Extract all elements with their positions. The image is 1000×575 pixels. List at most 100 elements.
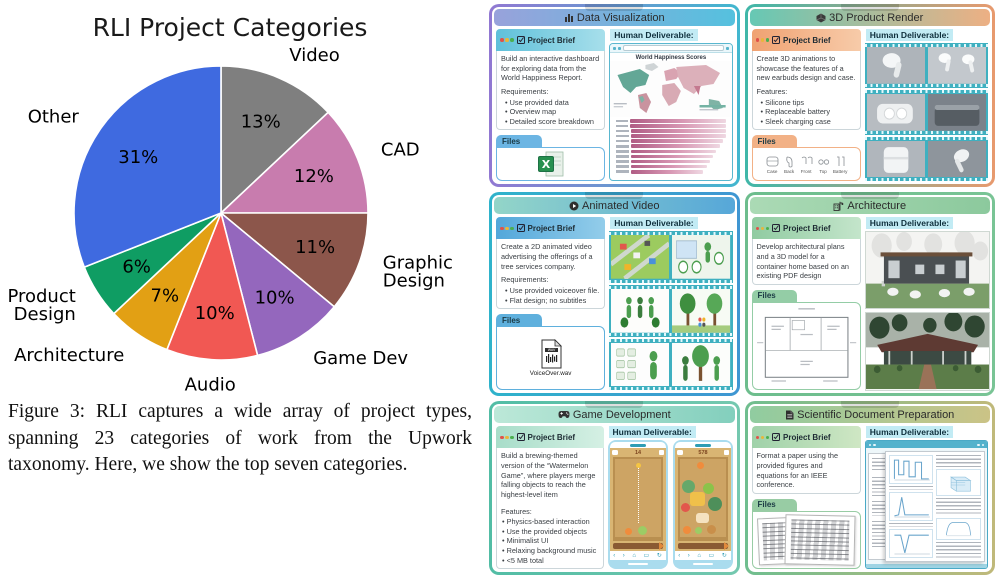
brief-title: Project Brief (527, 432, 576, 442)
brief-text: Build a brewing-themed version of the “W… (501, 451, 596, 499)
game-screenshot-late: 578 (672, 440, 733, 570)
house-photo-render (864, 312, 990, 391)
pause-button (658, 450, 664, 456)
brief-title: Project Brief (783, 35, 831, 45)
score-bar-row (616, 159, 725, 164)
brief-item: Use provided voiceover file. (505, 286, 600, 296)
cube-icon (816, 13, 826, 23)
card-data-visualization: Data Visualization Project Brief Build a… (489, 4, 740, 188)
film-strip-row (864, 89, 989, 135)
checklist-icon (516, 31, 525, 49)
card-3d-product-render: 3D Product Render Project Brief Create 3… (744, 4, 995, 188)
deliverable-formatted-paper (864, 440, 988, 570)
checklist-icon (772, 219, 780, 237)
curve-chart-thumb (936, 518, 981, 540)
card-tab-notch (840, 4, 899, 11)
project-brief: Project Brief Format a paper using the p… (751, 426, 861, 494)
building-icon (833, 201, 844, 211)
score-bar-row (616, 119, 726, 123)
film-strip-row (864, 136, 989, 182)
render-frame (866, 140, 925, 178)
sketch-case-icon: Case (765, 155, 780, 174)
wav-file-name: VoiceOver.wav (529, 370, 572, 378)
brief-text: Build an interactive dashboard for explo… (501, 54, 600, 83)
files-folder: Files (751, 289, 861, 391)
human-deliverable-label: Human Deliverable: (608, 426, 696, 439)
brief-item: <5 MB total (502, 556, 599, 566)
score-bar-row (616, 154, 725, 159)
figure-caption: Figure 3: RLI captures a wide array of p… (8, 401, 472, 476)
line-chart-thumb (889, 454, 934, 484)
traffic-dots-icon (755, 435, 769, 440)
line-chart-thumb (889, 528, 934, 559)
handwritten-notes-icon (755, 514, 858, 566)
files-tab: Files (751, 498, 798, 511)
evolution-bar (677, 542, 729, 551)
paper-page-front (885, 450, 985, 563)
card-header: Scientific Document Preparation (749, 406, 990, 424)
traffic-dots-icon (755, 226, 769, 231)
film-strip-row (864, 43, 989, 88)
bar-chart-icon (564, 13, 574, 23)
card-tab-notch (585, 4, 644, 11)
animation-frame (611, 235, 670, 280)
files-tab: Files (751, 135, 798, 148)
animation-frame (611, 342, 670, 387)
film-strip-row (609, 285, 733, 337)
pie-category-label: Architecture (14, 345, 124, 366)
deliverable-game-screens: 14 ‹ › ⌂ ▭ ↻ (607, 440, 733, 570)
deliverable-animation-frames (609, 231, 733, 391)
human-deliverable-label: Human Deliverable: (865, 29, 954, 41)
card-title: Animated Video (582, 199, 660, 212)
window-title-bar (865, 441, 987, 449)
film-strip-row (609, 231, 733, 284)
render-frame (927, 47, 986, 84)
figure-left: RLI Project Categories 13% Video 12% CAD 11% G… (0, 0, 487, 512)
browser-bar (610, 44, 732, 53)
animation-frame (611, 289, 670, 333)
sketch-top-icon: Top (816, 155, 831, 174)
game-score: 578 (698, 449, 708, 456)
project-brief: Project Brief Develop architectural plan… (751, 217, 861, 285)
brief-section-label: Features: (501, 506, 532, 516)
brief-title: Project Brief (783, 432, 831, 442)
brief-text: Create a 2D animated video advertising t… (501, 242, 593, 271)
brief-item: Detailed score breakdown (505, 117, 600, 127)
render-frame (866, 93, 925, 131)
files-folder: Files WAV VoiceOver.wav (496, 314, 606, 391)
card-animated-video: Animated Video Project Brief Create a 2D… (489, 192, 740, 397)
sketch-back-icon: Back (782, 155, 797, 174)
score-bar-row (616, 139, 725, 143)
svg-text:WAV: WAV (547, 348, 555, 352)
score-bar-row (616, 144, 725, 149)
card-header: 3D Product Render (749, 9, 990, 26)
floor-plan-icon (754, 304, 858, 388)
sketch-files: Case Back Front Top (755, 155, 858, 174)
pie-category-label: Audio (185, 375, 236, 396)
game-screenshot-early: 14 ‹ › ⌂ ▭ ↻ (607, 440, 668, 570)
card-tab-notch (840, 192, 899, 200)
brief-item: Use the provided objects (502, 527, 599, 537)
files-tab: Files (751, 289, 798, 302)
checklist-icon (772, 428, 780, 446)
gamepad-icon (558, 410, 570, 419)
play-icon (569, 201, 579, 211)
human-deliverable-label: Human Deliverable: (610, 217, 698, 230)
card-title: 3D Product Render (829, 11, 924, 24)
film-strip-row (609, 338, 733, 391)
pie-category-label: CAD (381, 140, 420, 161)
card-title: Data Visualization (576, 11, 665, 24)
pie-percent-label: 10% (255, 287, 295, 308)
pie-slice-cad (220, 111, 369, 214)
deliverable-renders (864, 43, 989, 182)
pie-category-label: Graphic Design (383, 252, 453, 291)
brief-items: Use provided data Overview map Detailed … (501, 98, 600, 127)
brief-section-label: Requirements: (501, 275, 549, 285)
dashboard-title: World Happiness Scores (635, 55, 707, 61)
next-item-badge (676, 450, 683, 456)
card-game-development: Game Development Project Brief Build a b… (489, 401, 740, 575)
card-title: Game Development (572, 408, 671, 421)
brief-item: Overview map (505, 107, 600, 117)
pie-slice-audio (166, 212, 259, 361)
pie-slice-other (73, 65, 222, 268)
